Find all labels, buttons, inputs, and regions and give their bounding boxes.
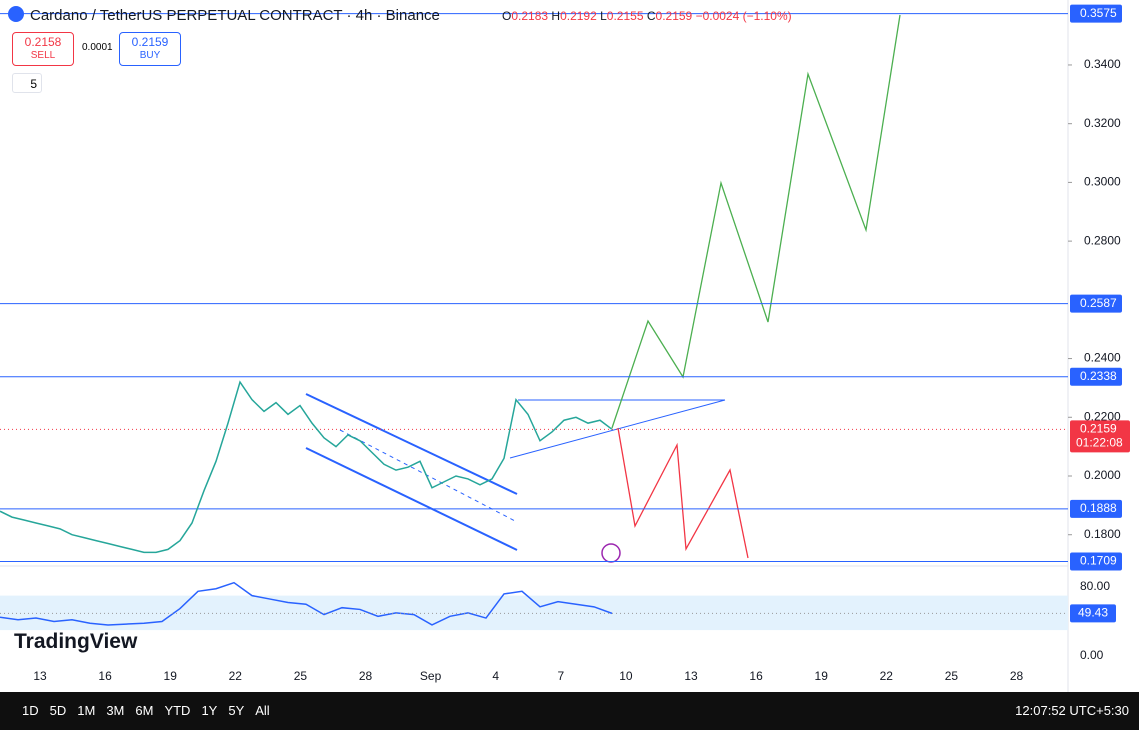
level-label: 0.1709 xyxy=(1080,554,1117,568)
y-tick-label: 0.2800 xyxy=(1084,233,1121,247)
ranges: 1D 5D 1M 3M 6M YTD 1Y 5Y All xyxy=(11,692,270,730)
range-button[interactable]: YTD xyxy=(164,703,191,718)
x-tick-label: Sep xyxy=(420,669,442,683)
x-tick-label: 19 xyxy=(815,669,829,683)
clock: 12:07:52 UTC+5:30 xyxy=(1015,703,1129,718)
buy-button[interactable]: 0.2159 BUY xyxy=(119,32,181,66)
channel xyxy=(305,393,518,551)
price-line xyxy=(0,380,613,554)
bg xyxy=(0,0,1139,692)
ohlc: O0.2183 H0.2192 L0.2155 C0.2159 −0.0024 … xyxy=(502,9,792,23)
logo-text: TradingView xyxy=(14,630,138,653)
y-tick-label: 0.3200 xyxy=(1084,116,1121,130)
y-tick-label: 0.1800 xyxy=(1084,527,1121,541)
level-label: 0.1888 xyxy=(1080,501,1117,515)
sell-button[interactable]: 0.2158 SELL xyxy=(12,32,74,66)
range-button[interactable]: 1M xyxy=(77,703,96,718)
range-button[interactable]: 1Y xyxy=(201,703,218,718)
x-tick-label: 19 xyxy=(164,669,178,683)
symbol-title: Cardano / TetherUS PERPETUAL CONTRACT · … xyxy=(30,7,440,24)
range-button[interactable]: 5D xyxy=(49,703,67,718)
x-tick-label: 16 xyxy=(749,669,763,683)
x-tick-label: 22 xyxy=(229,669,243,683)
x-tick-label: 16 xyxy=(98,669,112,683)
bear-projection xyxy=(617,427,749,559)
rsi-label: 49.43 xyxy=(1078,606,1108,620)
range-button[interactable]: 5Y xyxy=(228,703,245,718)
event-icon[interactable] xyxy=(601,543,621,563)
rsi-line xyxy=(0,581,613,626)
sell-price: 0.2158 xyxy=(24,35,62,49)
level-tag xyxy=(1070,367,1122,386)
range-button[interactable]: 3M xyxy=(106,703,125,718)
level-tag xyxy=(1070,499,1122,518)
symbol[interactable]: Cardano / TetherUS PERPETUAL CONTRACT · … xyxy=(8,6,440,24)
level-tag xyxy=(1070,294,1122,313)
bull-projection xyxy=(611,14,901,429)
x-tick-label: 28 xyxy=(1010,669,1024,683)
range-button[interactable]: 1D xyxy=(22,703,39,718)
x-tick-label: 13 xyxy=(33,669,47,683)
buy-price: 0.2159 xyxy=(131,35,169,49)
x-tick-label: 4 xyxy=(492,669,499,683)
x-tick-label: 28 xyxy=(359,669,373,683)
level-tag xyxy=(1070,552,1122,571)
rsi-tag xyxy=(1070,604,1116,623)
current-label: 0.2159 xyxy=(1080,421,1117,435)
level-tag xyxy=(1070,4,1122,23)
logo: ⁠TradingView xyxy=(14,630,137,654)
chart: 0.1800 0.2000 0.2200 0.2400 0.2800 0.3000 0.32… xyxy=(0,0,1139,692)
sell-label: SELL xyxy=(30,50,56,61)
range-button[interactable]: 6M xyxy=(135,703,154,718)
buy-label: BUY xyxy=(139,50,161,61)
indicator-count[interactable]: 5 xyxy=(12,73,42,93)
x-tick-label: 10 xyxy=(619,669,633,683)
x-tick-label: 13 xyxy=(684,669,698,683)
y-tick-label: 0.2200 xyxy=(1084,409,1121,423)
x-tick-label: 25 xyxy=(945,669,959,683)
spread: 0.0001 xyxy=(82,42,113,53)
current-tag xyxy=(1070,420,1130,453)
x-tick-label: 22 xyxy=(880,669,894,683)
bottom-toolbar: 1D 5D 1M 3M 6M YTD 1Y 5Y All 12:07:52 UTC+5:30 xyxy=(0,692,1139,730)
y-tick-label: 0.3400 xyxy=(1084,57,1121,71)
x-tick-label: 25 xyxy=(294,669,308,683)
rsi-tick-label: 0.00 xyxy=(1080,648,1104,662)
range-button[interactable]: All xyxy=(255,703,270,718)
x-tick-label: 7 xyxy=(557,669,564,683)
level-label: 0.2587 xyxy=(1080,296,1117,310)
rsi-tick-label: 80.00 xyxy=(1080,579,1110,593)
y-tick-label: 0.2400 xyxy=(1084,351,1121,365)
countdown: 01:22:08 xyxy=(1076,435,1123,449)
level-label: 0.3575 xyxy=(1080,6,1117,20)
level-label: 0.2338 xyxy=(1080,369,1117,383)
y-tick-label: 0.3000 xyxy=(1084,175,1121,189)
y-tick-label: 0.2000 xyxy=(1084,468,1121,482)
